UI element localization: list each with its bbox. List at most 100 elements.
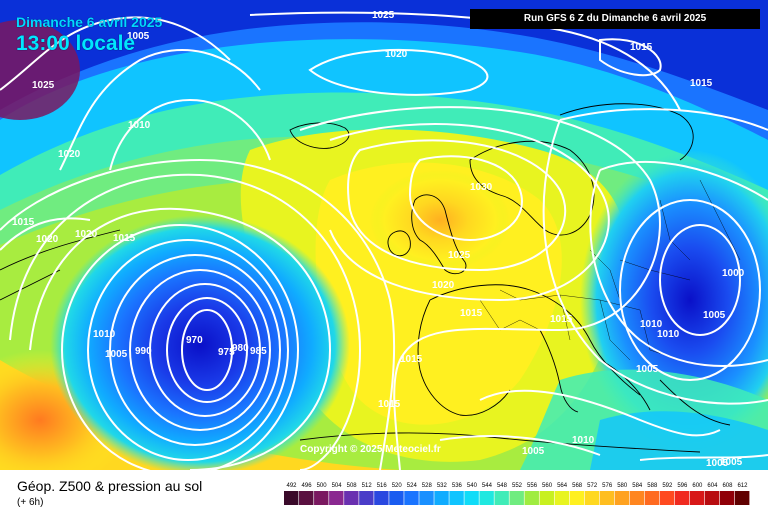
isobar-label-1005: 1005 [720, 457, 743, 468]
scale-swatch-516 [374, 491, 389, 505]
scale-tick-548: 548 [497, 483, 508, 489]
isobar-1010 [9, 173, 362, 470]
scale-tick-500: 500 [317, 483, 328, 489]
scale-swatch-592 [659, 491, 675, 505]
scale-swatch-564 [554, 491, 570, 505]
isobar-970 [181, 309, 233, 391]
scale-swatch-524 [404, 491, 419, 505]
scale-swatch-520 [389, 491, 404, 505]
copyright: Copyright © 2025 Meteociel.fr [300, 444, 441, 455]
isobar-label-1015: 1015 [12, 217, 35, 228]
scale-swatch-532 [434, 491, 449, 505]
isobar-label-1010: 1010 [93, 329, 116, 340]
scale-swatch-552 [509, 491, 524, 505]
isobar-1000-east [659, 224, 741, 336]
isobar-label-980: 980 [232, 343, 249, 354]
isobar-1010-east [589, 160, 768, 367]
isobar-label-1025: 1025 [448, 250, 471, 261]
scale-swatch-500 [314, 491, 329, 505]
scale-swatch-572 [584, 491, 600, 505]
isobar-990 [109, 254, 281, 446]
isobar-label-1005: 1005 [522, 446, 545, 457]
field-southeast-cyan [590, 411, 768, 470]
scale-swatch-496 [299, 491, 314, 505]
isobar-1005-south [439, 435, 768, 461]
scale-tick-592: 592 [662, 483, 673, 489]
scale-tick-496: 496 [302, 483, 313, 489]
isobar-label-1015: 1015 [690, 78, 713, 89]
isobar-label-1020: 1020 [385, 49, 408, 60]
scale-swatch-612 [734, 491, 750, 505]
isobar-label-1015: 1015 [113, 233, 136, 244]
scale-swatch-540 [464, 491, 479, 505]
isobar-label-1015: 1015 [400, 354, 423, 365]
scale-swatch-580 [614, 491, 630, 505]
scale-swatch-576 [599, 491, 615, 505]
scale-swatch-536 [449, 491, 464, 505]
isobar-label-1005: 1005 [105, 349, 128, 360]
scale-tick-524: 524 [407, 483, 418, 489]
scale-tick-604: 604 [707, 483, 718, 489]
isobar-1005-east [619, 199, 761, 381]
isobar-1020-high [329, 123, 610, 302]
field-nw-low [0, 20, 80, 120]
isobar-label-1010: 1010 [640, 319, 663, 330]
scale-swatch-600 [689, 491, 705, 505]
scale-swatch-492 [284, 491, 299, 505]
isobar-1020-n [59, 49, 261, 171]
isobar-1015-n [109, 98, 271, 171]
scale-tick-536: 536 [452, 483, 463, 489]
scale-swatch-544 [479, 491, 494, 505]
scale-tick-512: 512 [362, 483, 373, 489]
isobar-label-1020: 1020 [432, 280, 455, 291]
isobar-1005 [29, 207, 332, 470]
britain-outline [411, 194, 467, 275]
scale-swatch-584 [629, 491, 645, 505]
field-north-cyan [0, 39, 768, 201]
isobar-label-1005: 1005 [127, 31, 150, 42]
scale-tick-520: 520 [392, 483, 403, 489]
scale-swatch-528 [419, 491, 434, 505]
scale-tick-564: 564 [557, 483, 568, 489]
scale-tick-612: 612 [737, 483, 748, 489]
run-info: Run GFS 6 Z du Dimanche 6 avril 2025 [470, 9, 760, 29]
isobar-1025-nw [0, 16, 231, 91]
scale-tick-572: 572 [587, 483, 598, 489]
isobar-995 [87, 239, 289, 461]
isobar-label-1005: 1005 [703, 310, 726, 321]
isobar-label-1020: 1020 [75, 229, 98, 240]
scale-swatch-568 [569, 491, 585, 505]
isobar-980 [149, 283, 261, 417]
isobar-label-1005: 1005 [706, 458, 729, 469]
scale-tick-608: 608 [722, 483, 733, 489]
scale-swatch-588 [644, 491, 660, 505]
isobar-label-1015: 1015 [378, 399, 401, 410]
scale-tick-540: 540 [467, 483, 478, 489]
scale-swatch-604 [704, 491, 720, 505]
isobar-label-1010: 1010 [657, 329, 680, 340]
isobar-label-970: 970 [186, 335, 203, 346]
north-africa-outline [299, 432, 701, 453]
scale-swatch-512 [359, 491, 374, 505]
scale-swatch-508 [344, 491, 359, 505]
italy-outline [539, 329, 579, 413]
scale-swatch-596 [674, 491, 690, 505]
isobar-1015-far-ne [599, 38, 662, 77]
ireland-outline [387, 230, 411, 257]
isobar-1020-west [0, 217, 91, 251]
isobar-1015-high [299, 106, 661, 470]
scale-tick-528: 528 [422, 483, 433, 489]
scale-tick-556: 556 [527, 483, 538, 489]
legend-bar: Géop. Z500 & pression au sol (+ 6h) 492 4… [0, 470, 768, 512]
legend-title: Géop. Z500 & pression au sol [17, 478, 203, 494]
scandinavia-outline [469, 140, 595, 236]
isobar-1020-ne [308, 49, 489, 96]
scale-swatch-504 [329, 491, 344, 505]
isobar-label-1025: 1025 [372, 10, 395, 21]
isobar-label-1020: 1020 [36, 234, 59, 245]
isobar-1015-west [0, 158, 396, 470]
scale-tick-596: 596 [677, 483, 688, 489]
isobar-label-975: 975 [218, 347, 235, 358]
